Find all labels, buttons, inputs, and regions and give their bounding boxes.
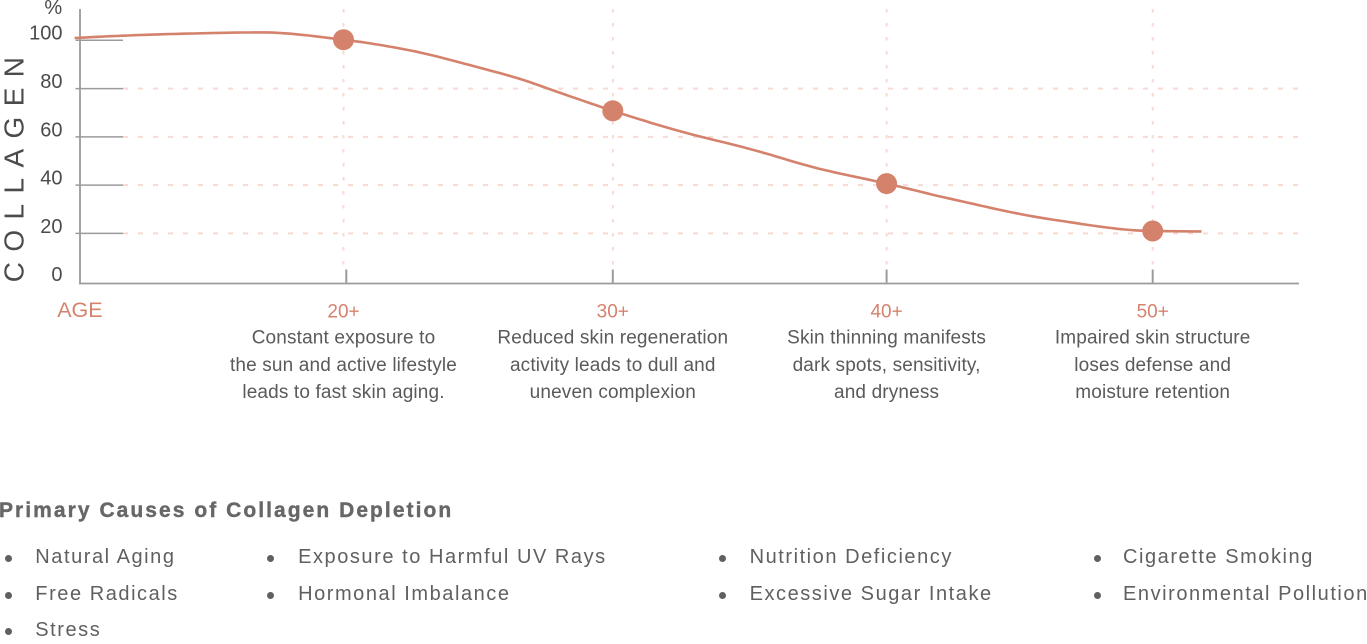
svg-text:60: 60	[40, 119, 62, 141]
svg-text:loses defense and: loses defense and	[1074, 355, 1231, 376]
svg-text:40: 40	[40, 168, 62, 190]
svg-text:and dryness: and dryness	[834, 382, 939, 403]
svg-text:Constant exposure to: Constant exposure to	[252, 328, 436, 349]
svg-text:40+: 40+	[870, 302, 902, 323]
svg-text:leads to fast skin aging.: leads to fast skin aging.	[242, 382, 444, 403]
svg-text:moisture retention: moisture retention	[1075, 382, 1230, 403]
svg-text:activity leads to dull and: activity leads to dull and	[510, 355, 716, 376]
svg-text:30+: 30+	[597, 302, 629, 323]
svg-text:20+: 20+	[327, 302, 359, 323]
svg-text:20: 20	[40, 216, 62, 238]
svg-text:100: 100	[29, 23, 62, 45]
svg-text:Reduced skin regeneration: Reduced skin regeneration	[497, 328, 728, 349]
svg-text:dark spots, sensitivity,: dark spots, sensitivity,	[793, 355, 981, 376]
svg-text:0: 0	[51, 264, 62, 286]
svg-text:AGE: AGE	[57, 298, 102, 322]
svg-text:the sun and active lifestyle: the sun and active lifestyle	[230, 355, 457, 376]
svg-text:uneven complexion: uneven complexion	[530, 382, 696, 403]
svg-text:Impaired skin structure: Impaired skin structure	[1055, 328, 1251, 349]
svg-text:%: %	[44, 0, 62, 19]
svg-text:Skin thinning manifests: Skin thinning manifests	[787, 328, 986, 349]
svg-text:COLLAGEN: COLLAGEN	[0, 47, 29, 283]
svg-text:50+: 50+	[1137, 302, 1169, 323]
svg-text:80: 80	[40, 71, 62, 93]
